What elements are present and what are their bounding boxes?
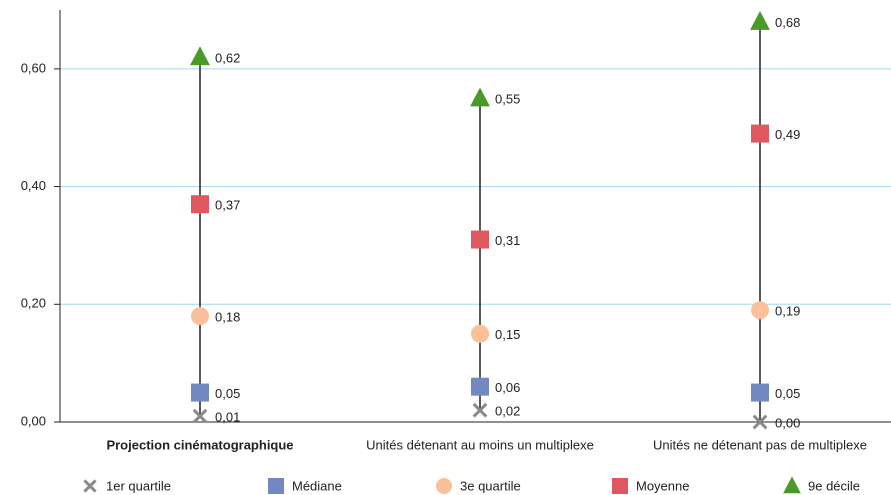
value-label: 0,00 (775, 415, 800, 430)
x-tick-label: Unités ne détenant pas de multiplexe (653, 437, 867, 452)
marker-triangle (783, 476, 801, 494)
y-tick-label: 0,60 (21, 60, 46, 75)
marker-square (751, 383, 769, 402)
legend-label: Médiane (292, 478, 342, 493)
value-label: 0,49 (775, 127, 800, 142)
marker-square (471, 230, 489, 249)
marker-square (471, 377, 489, 396)
value-label: 0,05 (775, 386, 800, 401)
marker-circle (471, 324, 489, 343)
marker-x (83, 479, 97, 493)
value-label: 0,02 (495, 404, 520, 419)
marker-circle (191, 307, 209, 326)
value-label: 0,15 (495, 327, 520, 342)
value-label: 0,06 (495, 380, 520, 395)
value-label: 0,31 (495, 233, 520, 248)
value-label: 0,62 (215, 51, 240, 66)
value-label: 0,05 (215, 386, 240, 401)
y-tick-label: 0,40 (21, 178, 46, 193)
marker-triangle (190, 46, 210, 66)
legend-label: Moyenne (636, 478, 689, 493)
value-label: 0,19 (775, 304, 800, 319)
marker-triangle (750, 10, 770, 30)
marker-x (752, 414, 768, 430)
marker-square (751, 124, 769, 143)
legend-label: 9e décile (808, 478, 860, 493)
value-label: 0,37 (215, 198, 240, 213)
marker-square (191, 195, 209, 214)
value-label: 0,18 (215, 309, 240, 324)
x-tick-label: Unités détenant au moins un multiplexe (366, 437, 594, 452)
value-label: 0,68 (775, 15, 800, 30)
y-tick-label: 0,00 (21, 413, 46, 428)
marker-square (268, 478, 284, 494)
marker-x (472, 402, 488, 418)
marker-circle (436, 478, 452, 494)
legend-label: 3e quartile (460, 478, 521, 493)
marker-square (612, 478, 628, 494)
marker-square (191, 383, 209, 402)
x-tick-label: Projection cinématographique (106, 437, 293, 452)
y-tick-label: 0,20 (21, 296, 46, 311)
value-label: 0,55 (495, 92, 520, 107)
marker-circle (751, 301, 769, 320)
marker-triangle (470, 87, 490, 107)
marker-x (192, 408, 208, 424)
value-label: 0,01 (215, 410, 240, 425)
legend-label: 1er quartile (106, 478, 171, 493)
